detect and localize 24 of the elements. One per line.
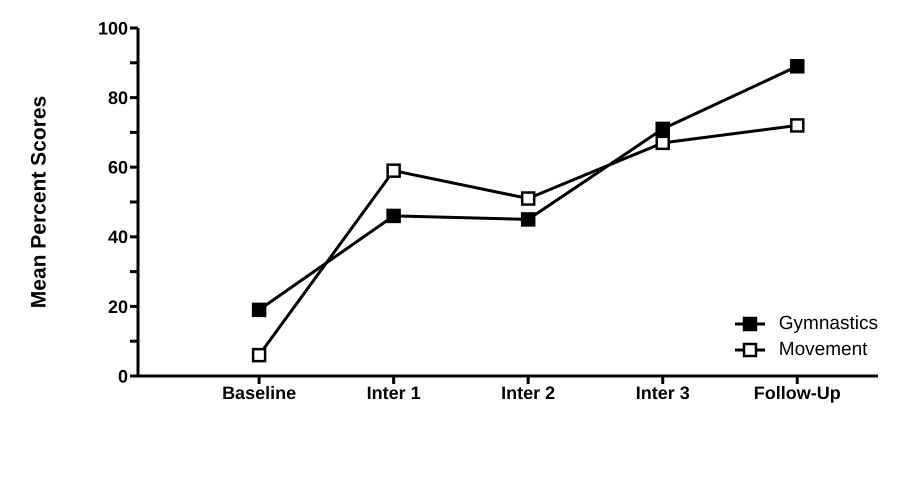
point [252, 348, 266, 362]
point [520, 191, 536, 206]
x-tick-label: Baseline [222, 382, 296, 403]
point [386, 163, 401, 178]
legend-label: Movement [778, 339, 868, 361]
point [520, 212, 536, 227]
x-tick-label: Inter 2 [501, 382, 556, 403]
legend-label: Gymnastics [778, 313, 878, 335]
point [790, 118, 805, 133]
x-tick-label: Inter 3 [636, 382, 690, 403]
y-tick-label: 80 [108, 88, 128, 108]
y-tick-label: 100 [98, 18, 128, 38]
point [655, 136, 670, 150]
x-tick-label: Follow-Up [754, 382, 841, 403]
y-tick-label: 0 [118, 366, 128, 386]
point [790, 59, 805, 74]
point [655, 122, 670, 136]
y-tick-label: 20 [108, 296, 128, 317]
point [386, 208, 401, 224]
y-tick-label: 60 [108, 158, 128, 178]
x-tick-label: Inter 1 [366, 382, 421, 403]
y-axis-title: Mean Percent Scores [27, 96, 50, 308]
y-tick-label: 40 [108, 227, 128, 248]
point [252, 302, 266, 318]
